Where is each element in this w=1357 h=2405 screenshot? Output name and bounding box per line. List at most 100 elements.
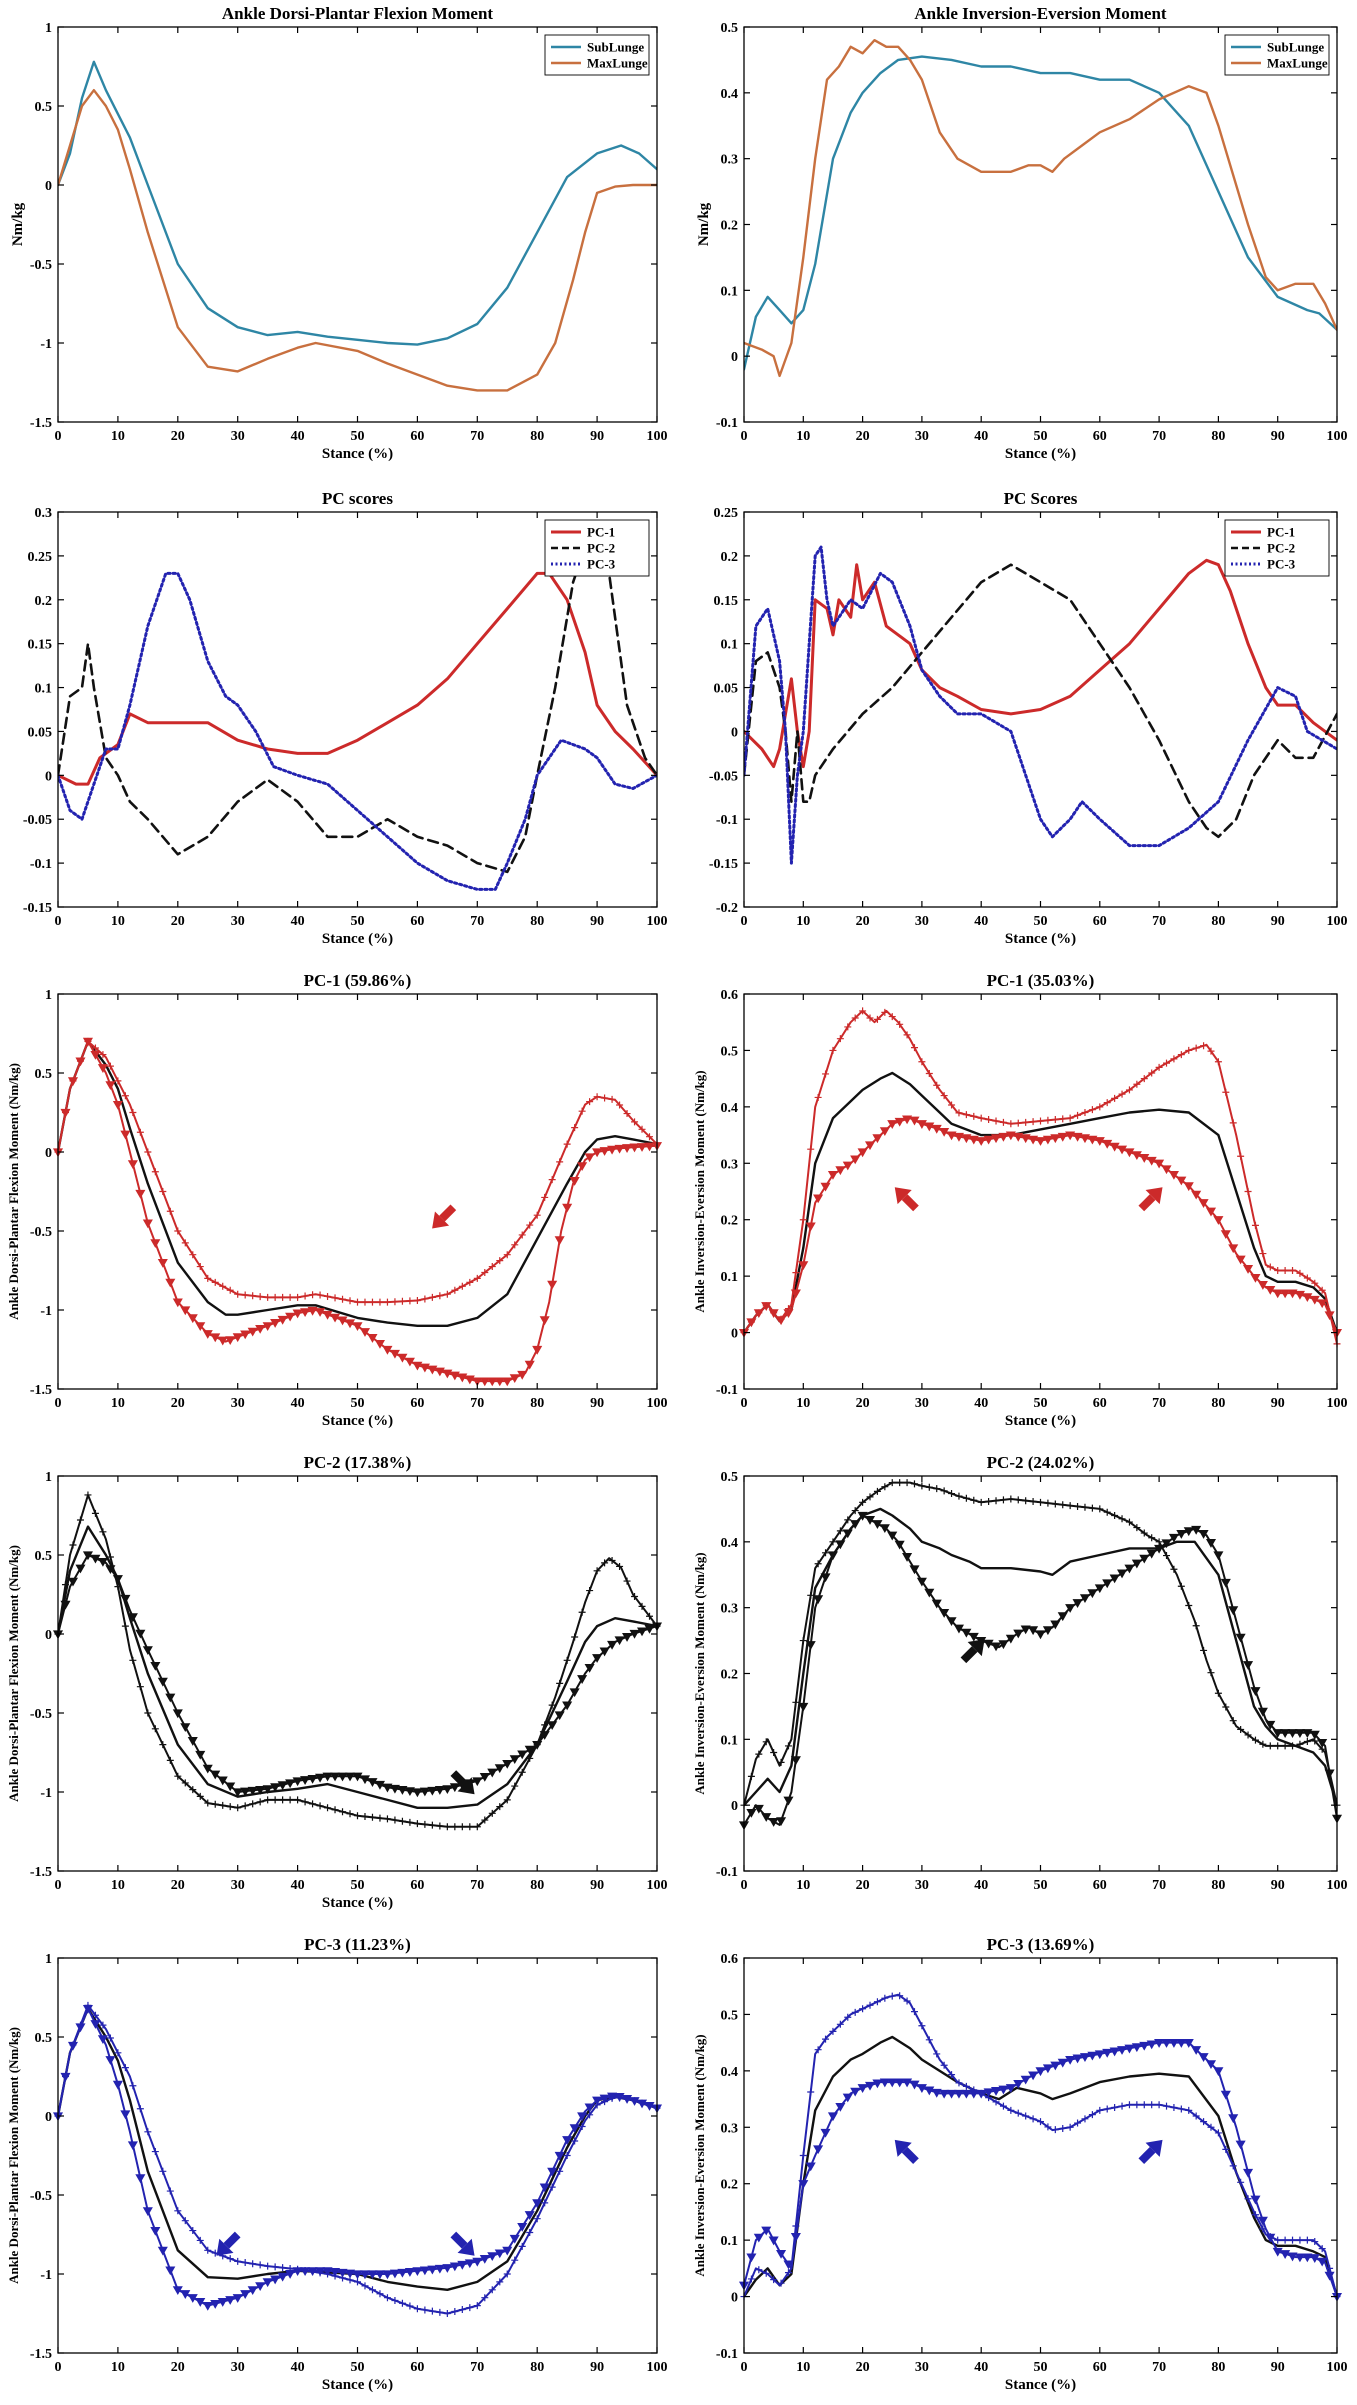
marker-triangle (1094, 1137, 1105, 1146)
marker-plus (451, 2308, 459, 2316)
x-tick-label: 30 (231, 429, 245, 444)
marker-triangle (584, 1663, 595, 1673)
marker-triangle (232, 1788, 243, 1798)
marker-triangle (382, 1783, 393, 1793)
marker-triangle (1257, 1707, 1268, 1717)
marker-triangle (909, 1116, 920, 1126)
marker-triangle (419, 2266, 430, 2276)
marker-plus (473, 2302, 481, 2310)
y-tick-label: -0.5 (30, 1707, 52, 1722)
marker-plus (1251, 1221, 1259, 1229)
marker-triangle (127, 2141, 138, 2151)
chart-p9: 0 10 20 30 40 50 60 70 80 90 100 -1.5 -1 -0.5 0 0.5 1 PC-… (6, 1935, 668, 2393)
x-tick-label: 10 (796, 429, 810, 444)
marker-plus (1014, 1496, 1022, 1504)
marker-plus (918, 1482, 926, 1490)
marker-plus (458, 1823, 466, 1831)
marker-plus (324, 1292, 332, 1300)
chart-title: PC Scores (1004, 489, 1078, 508)
marker-plus (859, 2005, 867, 2013)
marker-triangle (850, 1520, 861, 1529)
marker-triangle (120, 1594, 131, 1604)
marker-plus (121, 1092, 129, 1100)
marker-plus (406, 1297, 414, 1305)
marker-plus (249, 1800, 257, 1808)
marker-plus (1155, 2101, 1163, 2109)
marker-triangle (857, 1511, 868, 1521)
marker-plus (903, 1479, 911, 1487)
marker-triangle (419, 1787, 430, 1797)
marker-plus (762, 2269, 770, 2277)
marker-triangle (998, 1640, 1009, 1650)
marker-plus (488, 1809, 496, 1817)
marker-plus (822, 1549, 830, 1557)
marker-triangle (1139, 2041, 1150, 2051)
marker-triangle (270, 2275, 281, 2285)
annotation-arrow (1138, 2139, 1163, 2164)
marker-triangle (479, 1377, 490, 1387)
marker-triangle (614, 1636, 625, 1646)
x-tick-label: 50 (351, 914, 365, 929)
marker-triangle (1257, 1281, 1268, 1290)
marker-triangle (442, 1369, 453, 1379)
marker-plus (249, 1292, 257, 1300)
marker-triangle (300, 2267, 311, 2277)
marker-triangle (165, 1278, 176, 1288)
marker-plus (166, 2187, 174, 2195)
y-tick-label: 0.5 (35, 1549, 53, 1564)
x-tick-label: 40 (974, 1396, 988, 1411)
x-tick-label: 30 (915, 429, 929, 444)
marker-plus (799, 1637, 807, 1645)
marker-triangle (502, 1759, 513, 1769)
marker-plus (962, 1111, 970, 1119)
marker-plus (608, 1557, 616, 1565)
marker-plus (1074, 2119, 1082, 2127)
marker-triangle (180, 1723, 191, 1733)
marker-plus (992, 1497, 1000, 1505)
marker-triangle (1146, 1156, 1157, 1166)
y-tick-label: 0.05 (28, 725, 53, 740)
series-line-plus (744, 1993, 1337, 2298)
x-tick-label: 50 (351, 1396, 365, 1411)
marker-plus (940, 2061, 948, 2069)
y-tick-label: 0.25 (28, 550, 53, 565)
marker-plus (428, 1821, 436, 1829)
marker-plus (241, 2259, 249, 2267)
marker-plus (873, 1487, 881, 1495)
marker-triangle (584, 1153, 595, 1163)
marker-triangle (569, 2124, 580, 2134)
marker-plus (428, 2307, 436, 2315)
chart-p4: 0 10 20 30 40 50 60 70 80 90 100 -0.2 -0.15 -0.1 -0.05… (709, 489, 1348, 947)
marker-plus (391, 1298, 399, 1306)
marker-triangle (1243, 1265, 1254, 1274)
marker-triangle (1213, 1216, 1224, 1225)
marker-plus (174, 2207, 182, 2215)
marker-triangle (1042, 1626, 1053, 1636)
marker-triangle (464, 2259, 475, 2269)
x-tick-label: 90 (1271, 1878, 1285, 1893)
marker-triangle (946, 1617, 957, 1627)
y-tick-label: 0.1 (721, 1270, 739, 1285)
x-tick-label: 60 (410, 1396, 424, 1411)
marker-plus (1066, 2123, 1074, 2131)
marker-triangle (180, 2290, 191, 2299)
marker-triangle (322, 1310, 333, 1320)
marker-triangle (1057, 2058, 1068, 2068)
plot-frame (743, 1475, 1338, 1872)
marker-triangle (1131, 1559, 1142, 1569)
marker-plus (1244, 2195, 1252, 2203)
marker-plus (189, 1786, 197, 1794)
marker-triangle (1072, 1599, 1083, 1608)
marker-triangle (976, 2089, 987, 2099)
x-tick-label: 10 (111, 1878, 125, 1893)
marker-plus (1244, 1731, 1252, 1739)
marker-plus (1200, 1042, 1208, 1050)
marker-plus (970, 1112, 978, 1120)
marker-plus (1096, 2106, 1104, 2114)
marker-triangle (1205, 2060, 1217, 2070)
y-tick-label: 0 (731, 2291, 738, 2306)
marker-triangle (924, 1588, 935, 1598)
marker-triangle (1250, 1687, 1261, 1696)
marker-triangle (961, 1628, 972, 1638)
marker-triangle (412, 1788, 423, 1798)
